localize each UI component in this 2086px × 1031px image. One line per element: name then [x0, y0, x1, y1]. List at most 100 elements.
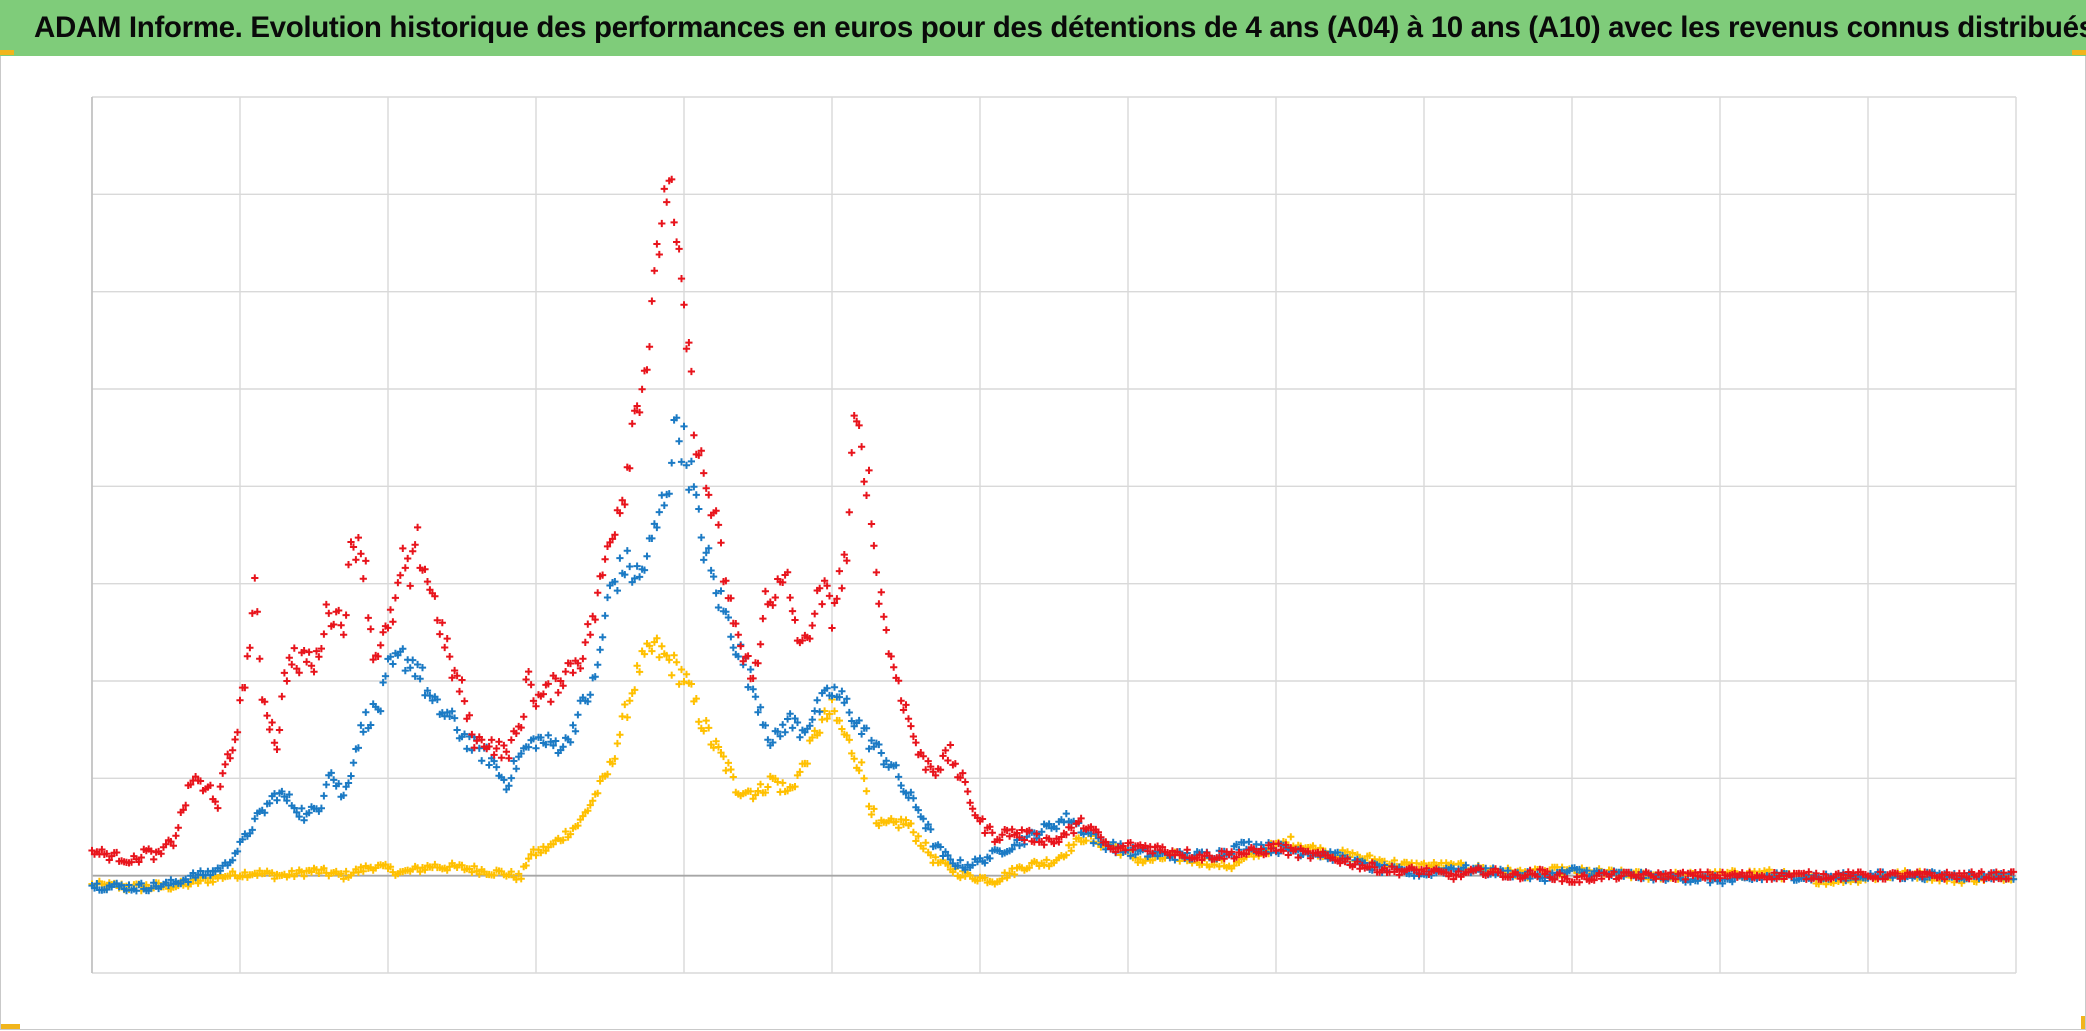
data-point	[354, 534, 362, 542]
data-point	[1205, 863, 1213, 871]
data-point	[867, 810, 876, 819]
data-point	[724, 759, 732, 767]
data-point	[1343, 855, 1352, 863]
data-point	[386, 863, 395, 871]
data-point	[781, 728, 789, 736]
data-point	[569, 721, 577, 729]
data-point	[451, 714, 459, 722]
data-point	[623, 547, 631, 555]
data-point	[685, 339, 693, 347]
data-point	[401, 667, 409, 675]
data-point	[1696, 868, 1704, 876]
data-point	[811, 610, 819, 618]
data-point	[675, 680, 683, 688]
data-point	[216, 867, 224, 875]
data-point	[1617, 872, 1625, 880]
data-point	[1109, 838, 1117, 846]
data-point	[527, 681, 535, 689]
data-point	[1664, 873, 1672, 881]
data-point	[1015, 841, 1024, 850]
data-point	[981, 874, 989, 882]
data-point	[690, 483, 698, 491]
data-point	[645, 343, 654, 351]
data-point	[909, 828, 917, 836]
data-point	[517, 724, 525, 732]
data-point	[890, 663, 898, 671]
data-point	[670, 218, 678, 226]
data-point	[714, 521, 723, 529]
data-point	[349, 759, 358, 767]
series-1	[88, 634, 2018, 895]
data-point	[206, 871, 214, 879]
data-point	[295, 813, 303, 821]
data-point	[209, 878, 217, 886]
data-point	[586, 801, 594, 809]
data-point	[702, 549, 710, 557]
data-point	[631, 686, 639, 694]
data-point	[406, 664, 414, 672]
data-point	[697, 447, 705, 455]
data-point	[409, 547, 417, 555]
data-point	[298, 804, 306, 812]
data-point	[1368, 859, 1376, 867]
data-point	[759, 615, 767, 623]
data-point	[1045, 820, 1053, 828]
data-point	[687, 367, 695, 376]
data-point	[1852, 875, 1860, 883]
data-point	[924, 757, 932, 765]
data-point	[714, 603, 723, 612]
data-point	[532, 702, 540, 710]
data-point	[922, 766, 930, 774]
data-point	[823, 684, 831, 692]
data-point	[377, 641, 385, 649]
data-point	[860, 478, 868, 486]
data-point	[2000, 869, 2008, 877]
data-point	[566, 659, 575, 668]
data-point	[899, 706, 908, 714]
data-point	[443, 635, 451, 643]
data-point	[525, 743, 533, 751]
data-point	[986, 823, 994, 831]
data-point	[505, 754, 513, 762]
data-point	[899, 820, 908, 828]
data-point	[468, 730, 476, 739]
data-point	[1580, 871, 1588, 879]
data-point	[594, 789, 602, 797]
data-point	[1965, 875, 1973, 883]
data-point	[581, 638, 589, 646]
data-point	[362, 557, 370, 565]
data-point	[961, 866, 969, 874]
data-point	[584, 807, 592, 815]
data-point	[927, 851, 935, 859]
data-point	[93, 880, 101, 888]
data-point	[517, 875, 525, 883]
data-point	[1556, 869, 1564, 877]
data-point	[554, 689, 562, 697]
data-point	[756, 780, 765, 788]
data-point	[707, 566, 715, 575]
data-point	[964, 787, 972, 796]
data-point	[248, 609, 256, 617]
data-point	[1242, 850, 1250, 858]
data-point	[125, 881, 133, 889]
data-point	[391, 594, 399, 602]
data-point	[1977, 868, 1986, 876]
data-point	[451, 666, 459, 675]
data-point	[761, 721, 769, 729]
data-point	[263, 712, 271, 720]
data-point	[821, 577, 829, 585]
data-point	[322, 781, 330, 789]
data-point	[1055, 838, 1063, 846]
data-point	[520, 713, 528, 721]
data-point	[616, 731, 624, 739]
data-point	[337, 870, 345, 878]
data-point	[818, 600, 826, 608]
data-point	[374, 652, 382, 660]
data-point	[189, 869, 197, 877]
data-point	[1938, 871, 1946, 879]
data-point	[446, 712, 454, 720]
data-point	[808, 621, 816, 630]
data-point	[421, 866, 429, 874]
data-point	[584, 697, 592, 706]
data-point	[275, 726, 284, 734]
